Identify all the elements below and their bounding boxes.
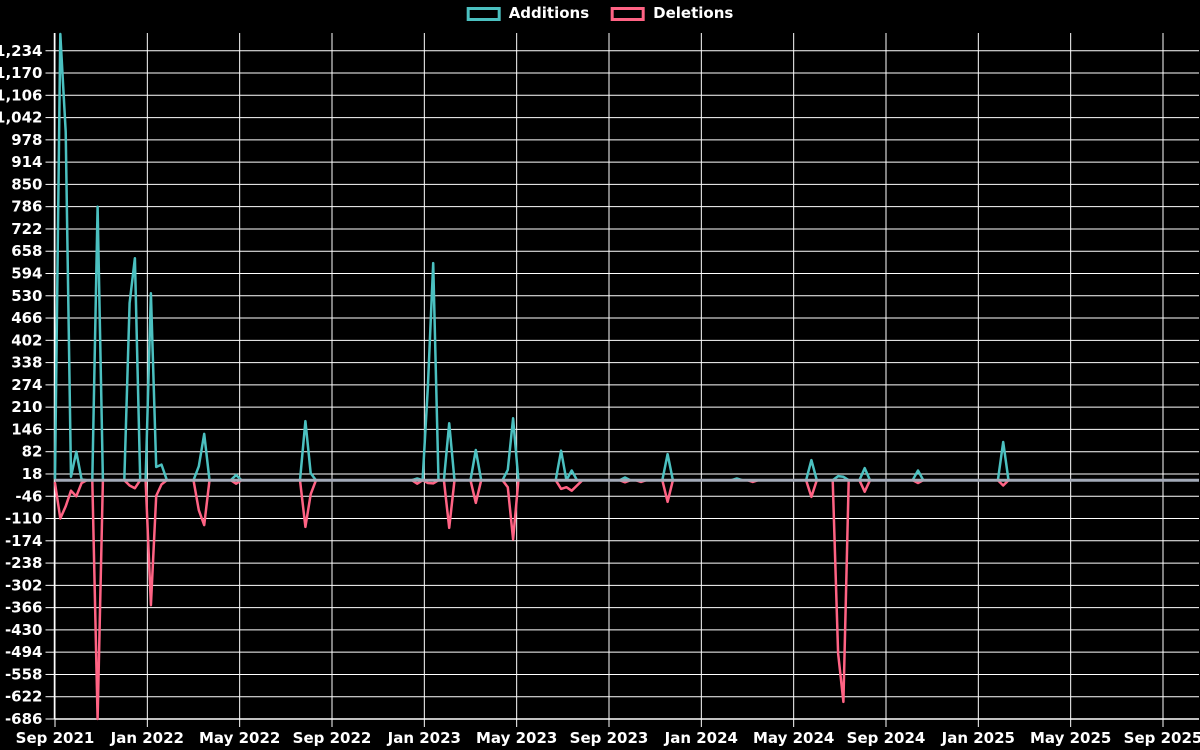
y-axis-tick-label: -238 xyxy=(5,554,43,572)
y-axis-tick-label: 338 xyxy=(11,354,42,372)
y-axis-tick-label: 978 xyxy=(11,131,42,149)
y-axis-tick-label: 82 xyxy=(22,443,43,461)
y-axis-tick-label: -174 xyxy=(5,532,43,550)
x-axis-tick-label: May 2022 xyxy=(199,729,280,747)
y-axis-tick-label: 786 xyxy=(11,198,42,216)
x-axis-tick-label: Sep 2021 xyxy=(16,729,95,747)
x-axis-tick-label: May 2025 xyxy=(1030,729,1111,747)
y-axis-tick-label: -558 xyxy=(5,665,43,683)
legend-item-additions[interactable]: Additions xyxy=(466,4,590,22)
y-axis-tick-label: 1,170 xyxy=(0,64,43,82)
legend-item-deletions[interactable]: Deletions xyxy=(611,6,733,21)
y-axis-tick-label: -110 xyxy=(5,510,43,528)
y-axis-tick-label: -686 xyxy=(5,710,43,728)
y-axis-tick-label: 594 xyxy=(11,265,42,283)
x-axis-tick-label: Sep 2025 xyxy=(1124,729,1200,747)
y-axis-tick-label: 1,234 xyxy=(0,42,43,60)
x-axis-tick-label: Jan 2024 xyxy=(664,729,738,747)
y-axis-tick-label: -366 xyxy=(5,599,43,617)
x-axis-tick-label: Sep 2024 xyxy=(847,729,926,747)
y-axis-tick-label: 210 xyxy=(11,398,42,416)
x-axis-tick-label: Jan 2022 xyxy=(110,729,184,747)
x-axis-tick-label: Jan 2025 xyxy=(941,729,1015,747)
y-axis-tick-label: 274 xyxy=(11,376,42,394)
legend-label-deletions: Deletions xyxy=(653,4,734,22)
x-axis-tick-label: Sep 2022 xyxy=(293,729,372,747)
y-axis-tick-label: 402 xyxy=(11,331,42,349)
x-axis-tick-label: May 2024 xyxy=(753,729,834,747)
y-axis-tick-label: 722 xyxy=(11,220,42,238)
y-axis-tick-label: -430 xyxy=(5,621,43,639)
y-axis-tick-label: -302 xyxy=(5,576,43,594)
y-axis-tick-label: 530 xyxy=(11,287,42,305)
y-axis-tick-label: 1,106 xyxy=(0,86,43,104)
legend-label-additions: Additions xyxy=(508,4,590,22)
x-axis-tick-label: Sep 2023 xyxy=(570,729,649,747)
x-axis-tick-label: May 2023 xyxy=(476,729,557,747)
y-axis-tick-label: 1,042 xyxy=(0,109,43,127)
deletions-swatch xyxy=(611,6,646,21)
y-axis-tick-label: -46 xyxy=(15,487,42,505)
y-axis-tick-label: 850 xyxy=(11,175,42,193)
x-axis-tick-label: Jan 2023 xyxy=(387,729,461,747)
y-axis-tick-label: 466 xyxy=(11,309,42,327)
y-axis-tick-label: 146 xyxy=(11,420,42,438)
y-axis-tick-label: 18 xyxy=(22,465,43,483)
y-axis-tick-label: -494 xyxy=(5,643,43,661)
y-axis-tick-label: -622 xyxy=(5,688,43,706)
y-axis-tick-label: 658 xyxy=(11,242,42,260)
y-axis-tick-label: 914 xyxy=(11,153,42,171)
chart-legend: Additions Deletions xyxy=(466,4,733,22)
additions-swatch xyxy=(466,6,501,21)
